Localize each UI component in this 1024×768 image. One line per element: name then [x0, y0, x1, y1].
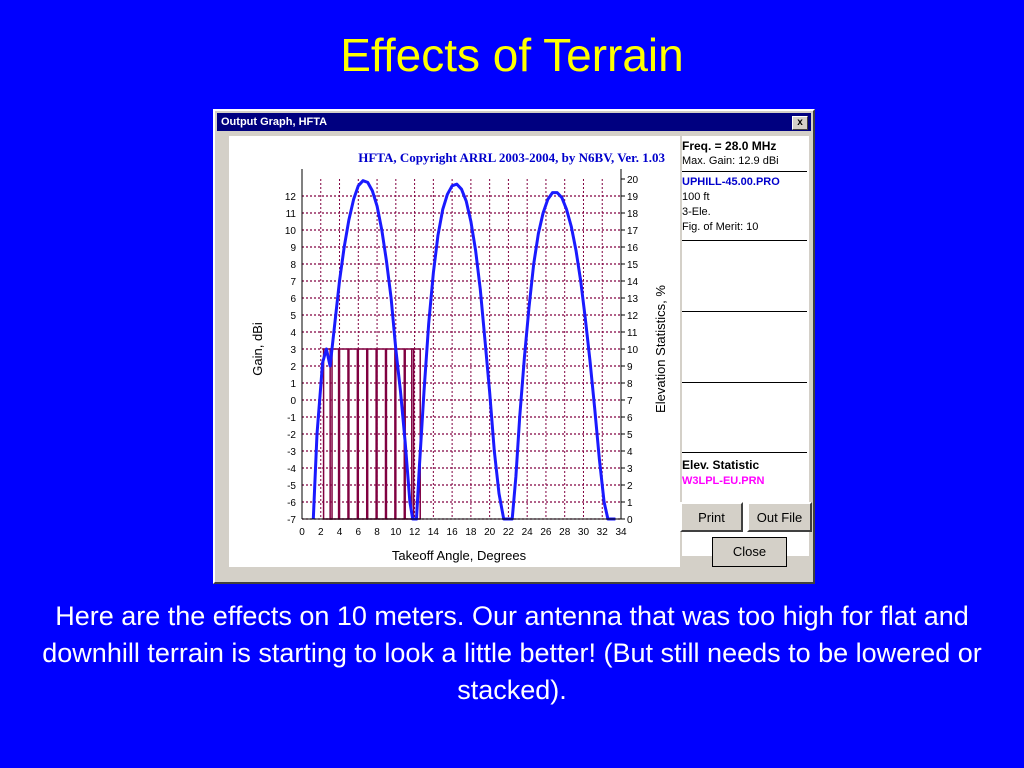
y2-tick-label: 14 [627, 277, 639, 288]
gain-curve-group [311, 179, 616, 521]
x-tick-label: 30 [578, 527, 590, 538]
y-tick-label: -4 [287, 464, 296, 475]
x-tick-label: 20 [484, 527, 496, 538]
y2-tick-label: 17 [627, 226, 639, 237]
y-tick-label: -5 [287, 481, 296, 492]
y2-tick-label: 15 [627, 260, 639, 271]
y2-tick-label: 0 [627, 515, 633, 526]
x-axis-label: Takeoff Angle, Degrees [392, 548, 527, 563]
y-tick-label: 7 [290, 277, 296, 288]
y-tick-label: 3 [290, 345, 296, 356]
x-tick-label: 28 [559, 527, 571, 538]
y2-tick-label: 10 [627, 345, 639, 356]
y-tick-label: 1 [290, 379, 296, 390]
y-tick-label: 9 [290, 243, 296, 254]
y2-tick-label: 16 [627, 243, 639, 254]
y2-tick-label: 2 [627, 481, 633, 492]
y2-tick-label: 12 [627, 311, 639, 322]
window-title: Output Graph, HFTA [221, 116, 328, 128]
x-tick-label: 14 [428, 527, 440, 538]
x-tick-label: 12 [409, 527, 421, 538]
y-tick-label: -1 [287, 413, 296, 424]
info-panel: Freq. = 28.0 MHz Max. Gain: 12.9 dBi UPH… [682, 136, 809, 556]
y2-tick-label: 1 [627, 498, 633, 509]
x-tick-label: 26 [540, 527, 552, 538]
gain-curve [311, 179, 616, 521]
y2-tick-label: 7 [627, 396, 633, 407]
y-tick-label: 4 [290, 328, 296, 339]
max-gain-label: Max. Gain: 12.9 dBi [682, 155, 779, 167]
y2-tick-label: 5 [627, 430, 633, 441]
chart-title: HFTA, Copyright ARRL 2003-2004, by N6BV,… [358, 150, 665, 165]
y-tick-label: 11 [286, 209, 297, 220]
antenna-height-label: 100 ft [682, 191, 710, 203]
y-tick-label: 10 [285, 226, 297, 237]
y-tick-label: 2 [290, 362, 296, 373]
plot-area: -7 -6 -5 -4 -3 -2 -1 0 1 2 3 4 5 6 7 8 9 10 11 12 0 2 4 6 8 10 12 1… [229, 136, 680, 567]
y2-tick-label: 9 [627, 362, 633, 373]
y-tick-label: 8 [290, 260, 296, 271]
x-tick-label: 8 [374, 527, 380, 538]
y2-tick-label: 19 [627, 192, 639, 203]
x-tick-label: 34 [615, 527, 627, 538]
y2-tick-label: 4 [627, 447, 633, 458]
frequency-label: Freq. = 28.0 MHz [682, 139, 777, 153]
y2-tick-label: 11 [627, 328, 638, 339]
print-button[interactable]: Print [680, 502, 743, 532]
antenna-type-label: 3-Ele. [682, 206, 711, 218]
y2-tick-label: 3 [627, 464, 633, 475]
x-tick-label: 10 [390, 527, 402, 538]
slide-caption: Here are the effects on 10 meters. Our a… [42, 601, 982, 705]
y-tick-label: -3 [287, 447, 296, 458]
x-tick-label: 16 [447, 527, 459, 538]
x-tick-label: 32 [597, 527, 609, 538]
x-tick-label: 2 [318, 527, 324, 538]
window-close-icon[interactable]: x [792, 116, 808, 130]
x-tick-label: 18 [465, 527, 477, 538]
y2-axis-label: Elevation Statistics, % [653, 285, 668, 413]
panel-divider [682, 240, 807, 241]
y-tick-label: 5 [290, 311, 296, 322]
profile-file-label: UPHILL-45.00.PRO [682, 176, 780, 188]
y-axis-label: Gain, dBi [250, 322, 265, 376]
y-tick-label: 0 [290, 396, 296, 407]
y-tick-label: -6 [287, 498, 296, 509]
y2-tick-label: 20 [627, 175, 639, 186]
out-file-button[interactable]: Out File [747, 502, 812, 532]
slide-title: Effects of Terrain [340, 29, 684, 81]
panel-divider [682, 382, 807, 383]
elev-statistic-file: W3LPL-EU.PRN [682, 475, 765, 487]
x-tick-label: 22 [503, 527, 515, 538]
output-graph-window: Output Graph, HFTA x -7 -6 -5 -4 -3 -2 -1 0 1 2 3 4… [213, 109, 815, 584]
x-tick-label: 4 [337, 527, 343, 538]
y2-tick-label: 18 [627, 209, 639, 220]
y2-tick-label: 6 [627, 413, 633, 424]
x-tick-label: 0 [299, 527, 305, 538]
panel-divider [682, 171, 807, 172]
x-tick-label: 6 [356, 527, 362, 538]
window-titlebar[interactable]: Output Graph, HFTA x [217, 113, 811, 131]
y-tick-label: 6 [290, 294, 296, 305]
x-tick-label: 24 [522, 527, 534, 538]
y2-tick-label: 13 [627, 294, 639, 305]
figure-of-merit-label: Fig. of Merit: 10 [682, 221, 759, 233]
close-button[interactable]: Close [712, 537, 787, 567]
y-tick-label: -7 [287, 515, 296, 526]
y2-tick-label: 8 [627, 379, 633, 390]
elev-statistic-heading: Elev. Statistic [682, 458, 760, 472]
panel-divider [682, 452, 807, 453]
panel-divider [682, 311, 807, 312]
y-tick-label: 12 [285, 192, 297, 203]
y-tick-label: -2 [287, 430, 296, 441]
